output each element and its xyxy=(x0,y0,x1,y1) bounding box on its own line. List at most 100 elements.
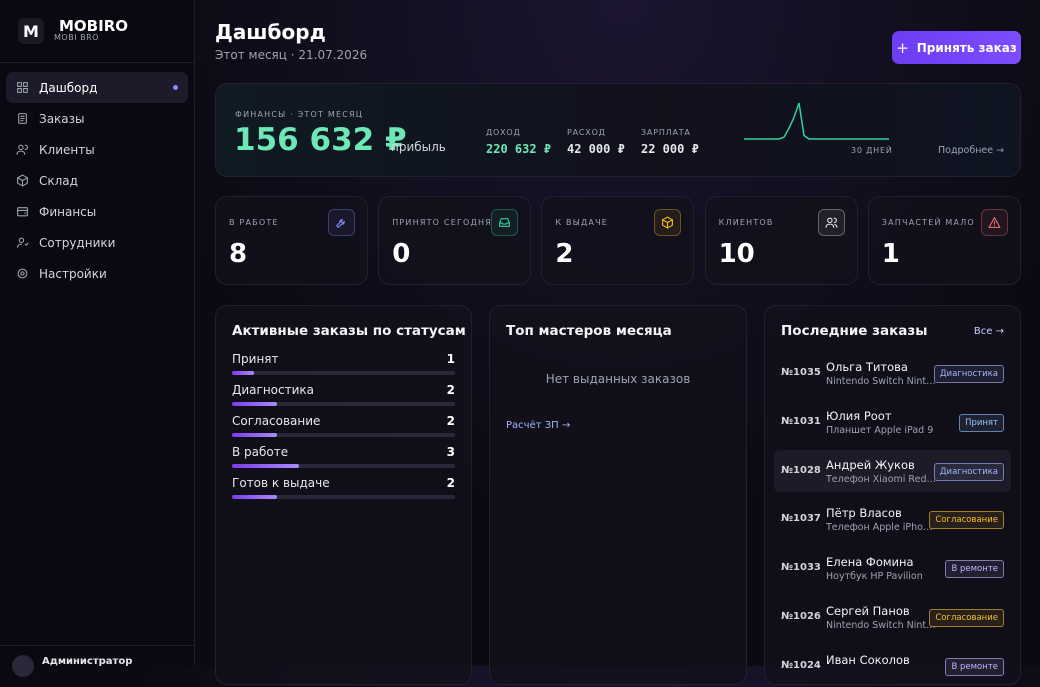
divider xyxy=(0,62,194,63)
order-row[interactable]: №1026 Сергей Панов Nintendo Switch Nintend… xyxy=(774,596,1011,638)
status-name: Готов к выдаче xyxy=(232,476,330,490)
nav-item[interactable]: Дашборд xyxy=(6,72,188,103)
stat-value: 22 000 ₽ xyxy=(641,142,699,156)
order-id: №1037 xyxy=(781,513,821,525)
status-name: Диагностика xyxy=(232,383,315,397)
status-track xyxy=(232,495,455,499)
order-device: Ноутбук HP Pavilion xyxy=(826,571,923,583)
active-dot xyxy=(173,85,178,90)
icon xyxy=(18,113,27,124)
nav-item[interactable]: Заказы xyxy=(6,103,188,134)
card-title: Активные заказы по статусам xyxy=(232,323,466,339)
status-count: 2 xyxy=(446,383,455,397)
kpi-label: КЛИЕНТОВ xyxy=(718,218,774,227)
order-row[interactable]: №1035 Ольга Титова Nintendo Switch Nintend… xyxy=(774,352,1011,394)
order-status: В ремонте xyxy=(945,657,1004,676)
kpi-value: 10 xyxy=(718,239,755,269)
order-client: Пётр Власов xyxy=(826,506,902,521)
status-name: Принят xyxy=(232,352,279,366)
order-client: Сергей Панов xyxy=(826,604,910,618)
order-id: №1024 xyxy=(781,659,821,671)
order-status: Согласование xyxy=(929,511,1004,530)
nav-item[interactable]: Клиенты xyxy=(6,134,188,165)
status-name: Согласование xyxy=(232,414,321,428)
order-device: Nintendo Switch Nintendo Switch xyxy=(826,376,936,387)
order-client: Андрей Жуков xyxy=(826,457,915,472)
order-row[interactable]: №1033 Елена Фомина Ноутбук HP Pavilion В ре… xyxy=(774,547,1011,589)
status-count: 2 xyxy=(446,476,455,490)
kpi-label: К ВЫДАЧЕ xyxy=(555,218,609,227)
order-client: Иван Соколов xyxy=(826,652,910,667)
nav-label: Заказы xyxy=(39,111,85,126)
order-status: Принят xyxy=(959,413,1004,432)
icon xyxy=(17,268,28,279)
profit-label: прибыль xyxy=(391,140,446,154)
button-label: Принять заказ xyxy=(916,40,1017,55)
profit: 156 632 ₽ xyxy=(234,122,407,158)
icon xyxy=(17,207,28,217)
nav-item[interactable]: Финансы xyxy=(6,196,188,227)
kpi-value: 8 xyxy=(229,239,248,269)
nav-item[interactable]: Сотрудники xyxy=(6,227,188,258)
kpi-icon xyxy=(817,209,845,236)
nav-label: Клиенты xyxy=(39,142,95,157)
page-subtitle: Этот месяц · 21.07.2026 xyxy=(215,48,368,62)
stat-label: РАСХОД xyxy=(567,128,606,137)
kpi-card: К ВЫДАЧЕ 2 xyxy=(541,196,695,285)
brand: MOBIRO xyxy=(59,17,128,35)
kpi-card: ПРИНЯТО СЕГОДНЯ 0 xyxy=(378,196,532,285)
nav-label: Настройки xyxy=(39,266,107,281)
order-status: Диагностика xyxy=(933,365,1004,383)
status-track xyxy=(232,402,455,406)
all-link[interactable]: Все → xyxy=(973,326,1004,337)
kpi-icon xyxy=(491,209,519,236)
page-title: Дашборд xyxy=(215,20,326,44)
order-id: №1035 xyxy=(781,367,821,378)
icon xyxy=(662,216,674,229)
kpi-value: 1 xyxy=(881,239,900,269)
divider xyxy=(0,645,194,646)
order-device: Nintendo Switch Nintendo Switch xyxy=(826,620,936,631)
nav-item[interactable]: Склад xyxy=(6,165,188,196)
icon xyxy=(17,82,28,93)
status-bar xyxy=(232,371,255,375)
icon xyxy=(825,217,838,228)
stat-label: ЗАРПЛАТА xyxy=(641,128,691,137)
status-track xyxy=(232,371,455,375)
card-title: Последние заказы xyxy=(781,323,928,339)
order-row[interactable]: №1031 Юлия Роот Планшет Apple iPad 9 Принят xyxy=(774,401,1011,443)
icon xyxy=(16,144,28,155)
order-status: Согласование xyxy=(929,609,1004,627)
icon xyxy=(17,237,29,248)
order-id: №1028 xyxy=(781,464,821,476)
finance-label: ФИНАНСЫ · ЭТОТ МЕСЯЦ xyxy=(235,110,364,119)
nav-label: Дашборд xyxy=(39,80,98,95)
status-count: 3 xyxy=(446,445,455,459)
salary-link[interactable]: Расчёт ЗП → xyxy=(506,420,571,431)
status-bar xyxy=(232,402,277,406)
kpi-card: КЛИЕНТОВ 10 xyxy=(704,196,858,285)
icon xyxy=(499,218,511,227)
sparkline-line xyxy=(744,102,889,140)
user-name: Администратор xyxy=(42,656,133,667)
order-client: Ольга Титова xyxy=(826,360,908,374)
icon xyxy=(336,219,345,228)
status-bar xyxy=(232,495,277,499)
kpi-label: ЗАПЧАСТЕЙ МАЛО xyxy=(881,218,975,227)
empty-text: Нет выданных заказов xyxy=(545,372,691,386)
kpi-value: 2 xyxy=(555,239,574,269)
status-bar xyxy=(232,433,277,437)
accept-order-button[interactable]: + Принять заказ xyxy=(892,31,1021,64)
nav-item[interactable]: Настройки xyxy=(6,258,188,289)
order-client: Елена Фомина xyxy=(826,555,914,570)
more-link[interactable]: Подробнее → xyxy=(938,145,1005,156)
logo: M xyxy=(18,18,44,44)
order-client: Юлия Роот xyxy=(826,408,892,423)
icon xyxy=(17,174,28,187)
nav-label: Сотрудники xyxy=(39,235,116,250)
orders-card: Последние заказы Все → №1035 Ольга Титова… xyxy=(764,305,1021,685)
order-id: №1026 xyxy=(781,611,821,622)
